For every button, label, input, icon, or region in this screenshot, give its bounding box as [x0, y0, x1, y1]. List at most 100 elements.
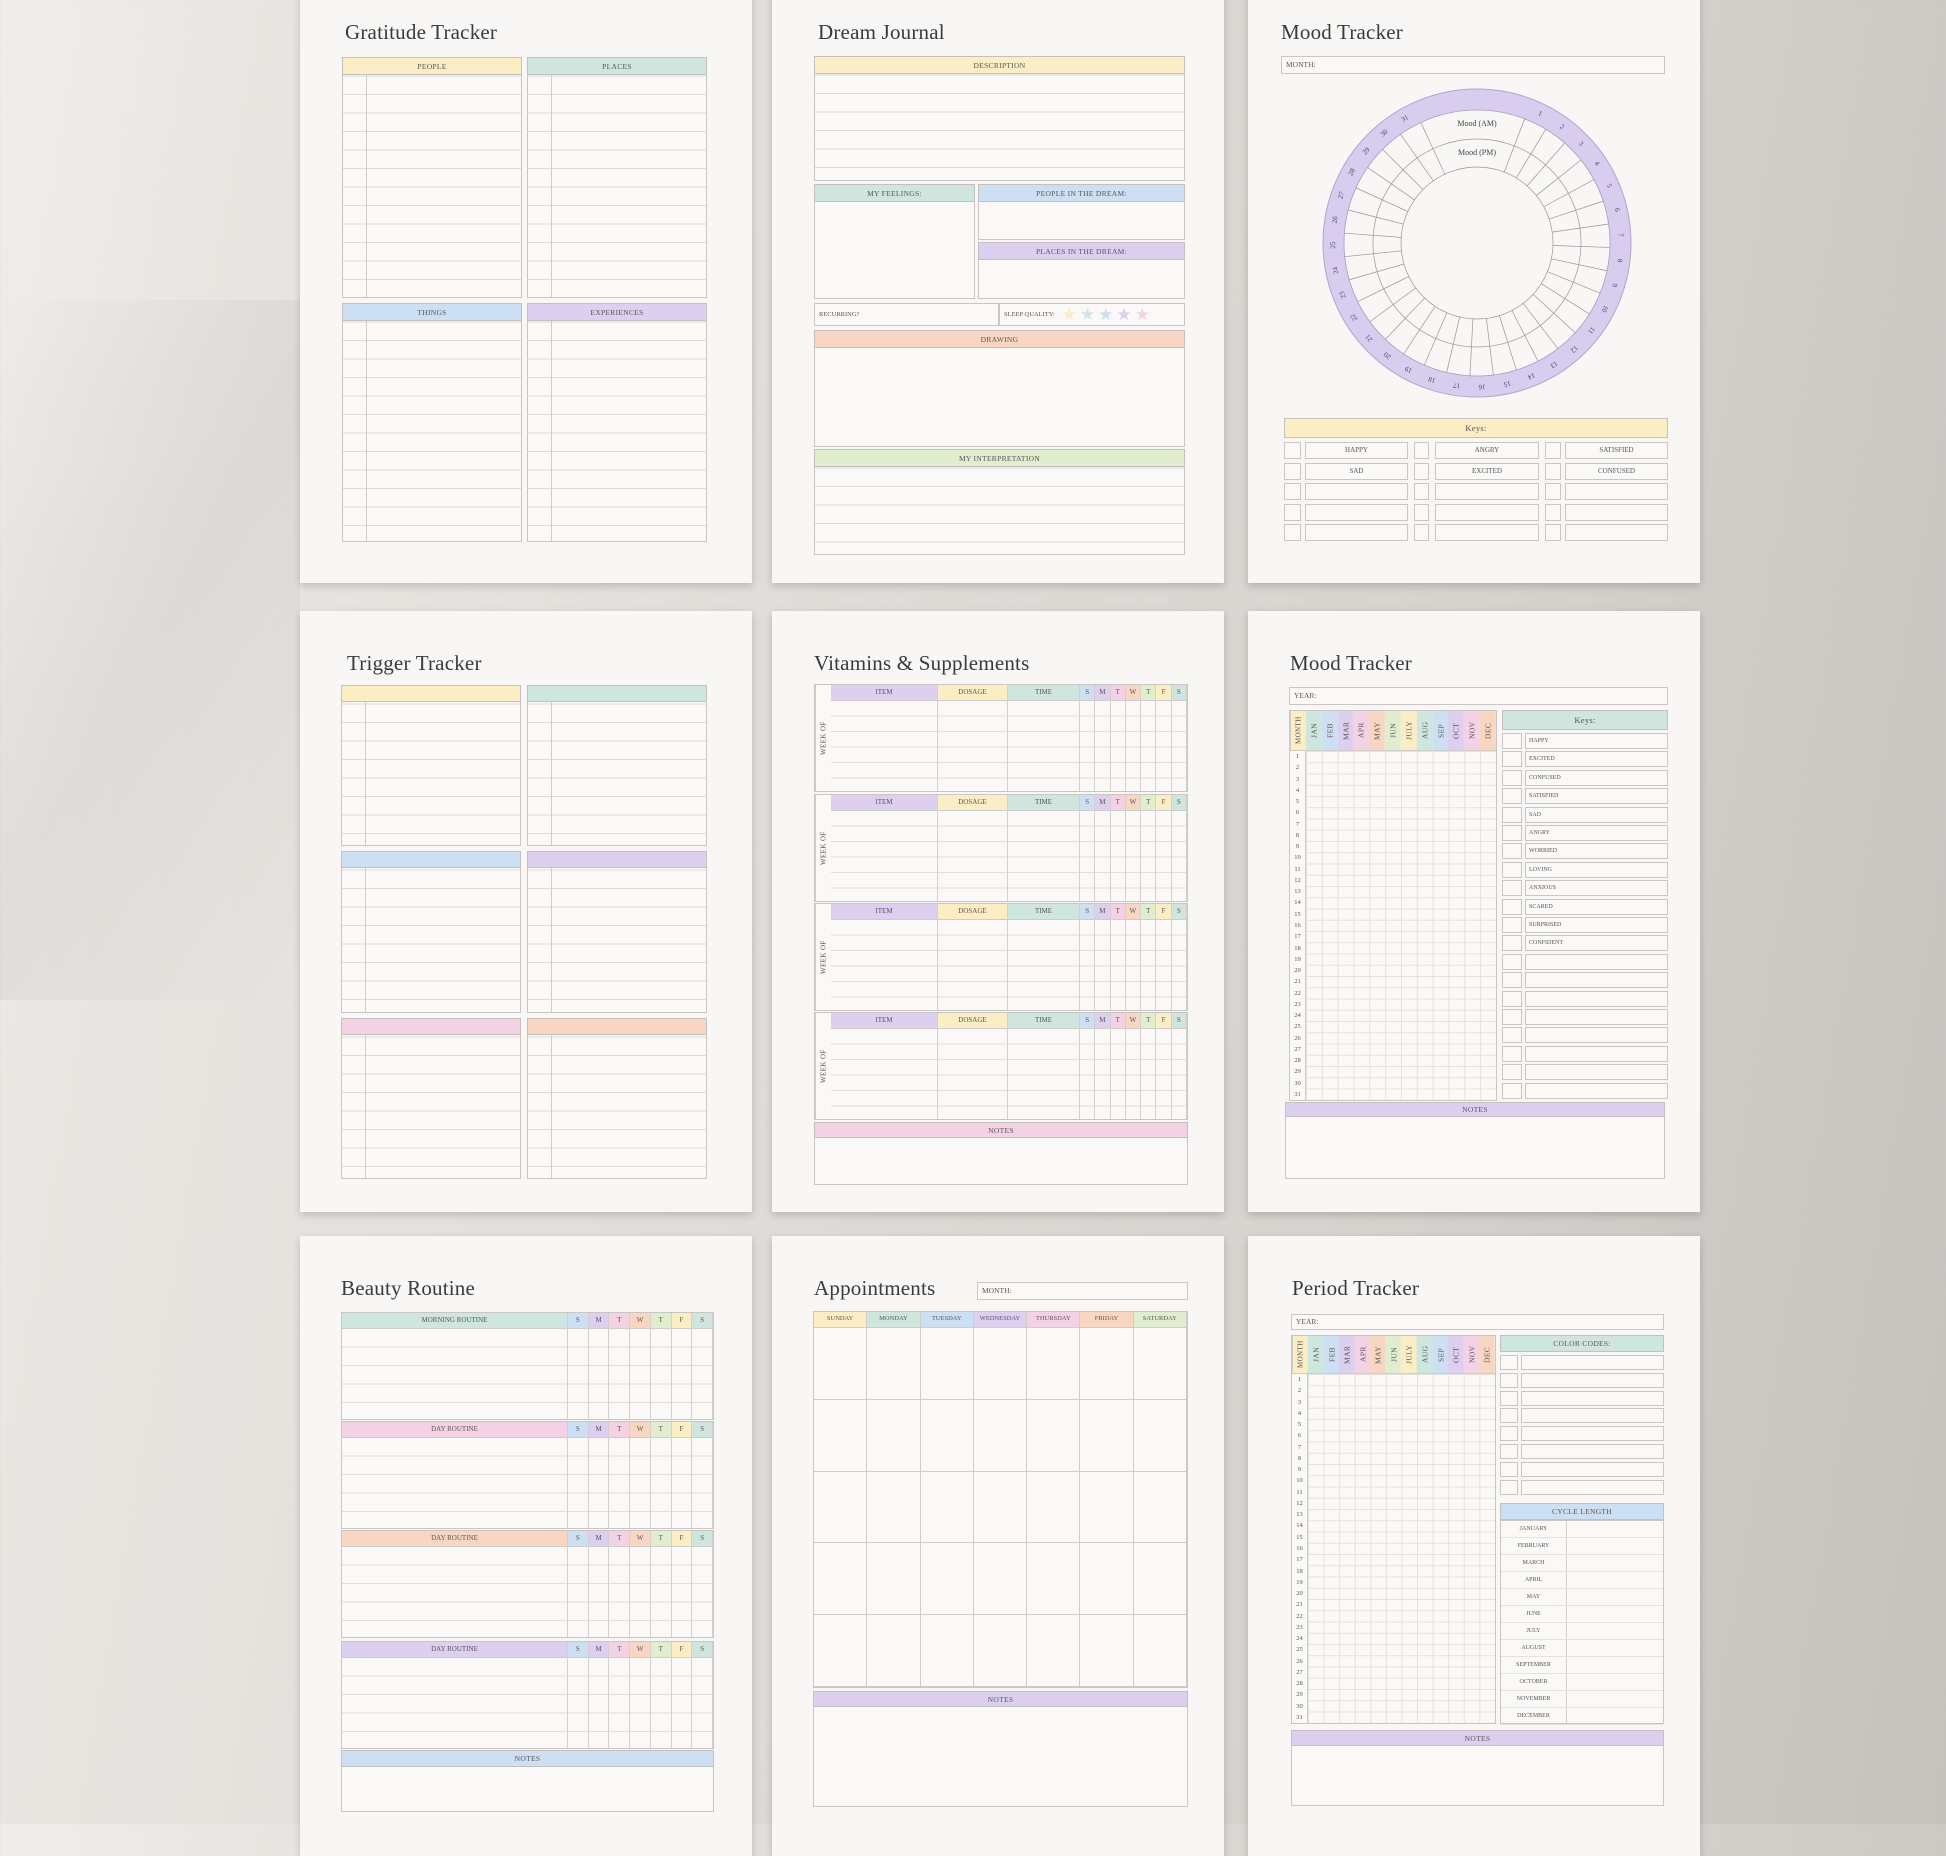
- key-color-swatch[interactable]: [1414, 524, 1429, 542]
- tracking-cells[interactable]: [1308, 1374, 1495, 1723]
- table-cells[interactable]: [1080, 920, 1095, 1010]
- calendar-day-cell[interactable]: [814, 1472, 867, 1544]
- routine-cells[interactable]: [630, 1658, 650, 1748]
- key-label-box[interactable]: [1525, 1045, 1668, 1062]
- color-code-swatch[interactable]: [1500, 1355, 1518, 1370]
- description-box[interactable]: [814, 56, 1185, 181]
- calendar-day-cell[interactable]: [1027, 1328, 1080, 1400]
- key-label-box[interactable]: CONFUSED: [1525, 769, 1668, 786]
- calendar-day-cell[interactable]: [973, 1543, 1027, 1616]
- routine-cells[interactable]: [568, 1658, 588, 1748]
- table-cells[interactable]: [1141, 811, 1156, 901]
- table-cells[interactable]: [1171, 920, 1186, 1010]
- calendar-day-cell[interactable]: [1133, 1472, 1186, 1544]
- key-label-box[interactable]: CONFIDENT: [1525, 935, 1668, 952]
- routine-cells[interactable]: [609, 1329, 630, 1419]
- key-color-swatch[interactable]: [1284, 442, 1301, 459]
- year-field[interactable]: YEAR:: [1289, 687, 1668, 705]
- key-label-box[interactable]: SURPRISED: [1525, 917, 1668, 933]
- routine-cells[interactable]: [609, 1547, 630, 1637]
- experiences-box[interactable]: [527, 303, 707, 542]
- key-label-box[interactable]: HAPPY: [1305, 442, 1408, 459]
- key-label-box[interactable]: CONFUSED: [1565, 462, 1668, 480]
- cycle-length-input[interactable]: [1567, 1691, 1663, 1707]
- calendar-day-cell[interactable]: [1080, 1615, 1133, 1687]
- calendar-day-cell[interactable]: [814, 1400, 867, 1472]
- key-color-swatch[interactable]: [1502, 769, 1522, 786]
- key-label-box[interactable]: ANGRY: [1435, 442, 1539, 459]
- key-label-box[interactable]: [1565, 483, 1668, 501]
- trigger-box[interactable]: [341, 1018, 521, 1179]
- calendar-day-cell[interactable]: [867, 1328, 920, 1400]
- key-label-box[interactable]: ANXIOUS: [1525, 880, 1668, 897]
- table-cells[interactable]: [1125, 811, 1141, 901]
- cycle-length-input[interactable]: [1567, 1708, 1663, 1724]
- table-cells[interactable]: [1156, 811, 1171, 901]
- calendar-day-cell[interactable]: [1080, 1543, 1133, 1616]
- key-label-box[interactable]: EXCITED: [1525, 751, 1668, 768]
- table-cells[interactable]: [831, 701, 937, 791]
- key-color-swatch[interactable]: [1502, 788, 1522, 805]
- cycle-length-input[interactable]: [1567, 1606, 1663, 1622]
- key-color-swatch[interactable]: [1502, 1027, 1522, 1044]
- routine-cells[interactable]: [671, 1329, 692, 1419]
- key-color-swatch[interactable]: [1284, 483, 1301, 501]
- cycle-length-input[interactable]: [1567, 1589, 1663, 1605]
- table-cells[interactable]: [1080, 1029, 1095, 1119]
- key-label-box[interactable]: [1525, 990, 1668, 1007]
- routine-cells[interactable]: [568, 1329, 588, 1419]
- color-code-swatch[interactable]: [1500, 1390, 1518, 1406]
- cycle-length-input[interactable]: [1567, 1555, 1663, 1571]
- routine-cells[interactable]: [568, 1438, 588, 1528]
- color-code-label[interactable]: [1521, 1426, 1664, 1442]
- feelings-box[interactable]: [814, 184, 975, 299]
- key-color-swatch[interactable]: [1414, 442, 1429, 459]
- notes-box[interactable]: [813, 1691, 1188, 1807]
- key-label-box[interactable]: SAD: [1525, 806, 1668, 823]
- cycle-length-input[interactable]: [1567, 1657, 1663, 1673]
- calendar-day-cell[interactable]: [814, 1615, 867, 1687]
- key-color-swatch[interactable]: [1414, 462, 1429, 480]
- color-code-label[interactable]: [1521, 1355, 1664, 1370]
- things-box[interactable]: [342, 303, 522, 542]
- table-cells[interactable]: [1008, 920, 1079, 1010]
- color-code-label[interactable]: [1521, 1408, 1664, 1424]
- table-cells[interactable]: [1110, 701, 1125, 791]
- key-label-box[interactable]: ANGRY: [1525, 825, 1668, 841]
- calendar-day-cell[interactable]: [973, 1615, 1027, 1687]
- table-cells[interactable]: [1156, 920, 1171, 1010]
- color-code-label[interactable]: [1521, 1479, 1664, 1495]
- key-color-swatch[interactable]: [1502, 1009, 1522, 1025]
- calendar-day-cell[interactable]: [973, 1400, 1027, 1472]
- table-cells[interactable]: [1095, 1029, 1110, 1119]
- places-box[interactable]: [527, 57, 707, 298]
- key-color-swatch[interactable]: [1284, 503, 1301, 521]
- key-color-swatch[interactable]: [1414, 483, 1429, 501]
- key-color-swatch[interactable]: [1502, 1045, 1522, 1062]
- table-cells[interactable]: [1141, 920, 1156, 1010]
- star-icon[interactable]: ★: [1134, 304, 1150, 324]
- cycle-length-input[interactable]: [1567, 1640, 1663, 1656]
- key-color-swatch[interactable]: [1545, 503, 1561, 521]
- table-cells[interactable]: [1080, 701, 1095, 791]
- calendar-day-cell[interactable]: [814, 1328, 867, 1400]
- table-cells[interactable]: [831, 920, 937, 1010]
- table-cells[interactable]: [1125, 920, 1141, 1010]
- table-cells[interactable]: [831, 811, 937, 901]
- trigger-box[interactable]: [527, 851, 707, 1013]
- table-cells[interactable]: [1125, 701, 1141, 791]
- table-cells[interactable]: [1095, 920, 1110, 1010]
- cycle-length-input[interactable]: [1567, 1572, 1663, 1588]
- table-cells[interactable]: [1171, 1029, 1186, 1119]
- table-cells[interactable]: [831, 1029, 937, 1119]
- calendar-day-cell[interactable]: [1027, 1472, 1080, 1544]
- calendar-day-cell[interactable]: [1027, 1543, 1080, 1616]
- routine-cells[interactable]: [671, 1547, 692, 1637]
- key-color-swatch[interactable]: [1502, 935, 1522, 952]
- key-label-box[interactable]: SCARED: [1525, 898, 1668, 915]
- calendar-day-cell[interactable]: [973, 1472, 1027, 1544]
- table-cells[interactable]: [938, 1029, 1007, 1119]
- table-cells[interactable]: [1171, 701, 1186, 791]
- table-cells[interactable]: [1141, 701, 1156, 791]
- key-label-box[interactable]: EXCITED: [1435, 462, 1539, 480]
